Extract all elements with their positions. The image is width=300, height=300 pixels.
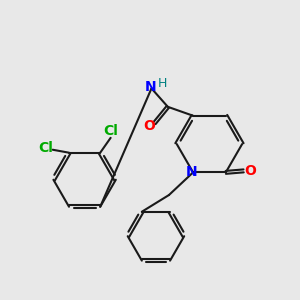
Text: Cl: Cl — [103, 124, 118, 138]
Text: O: O — [143, 118, 155, 133]
Text: N: N — [145, 80, 156, 94]
Text: O: O — [244, 164, 256, 178]
Text: Cl: Cl — [39, 141, 54, 155]
Text: H: H — [158, 76, 167, 89]
Text: N: N — [186, 165, 197, 179]
